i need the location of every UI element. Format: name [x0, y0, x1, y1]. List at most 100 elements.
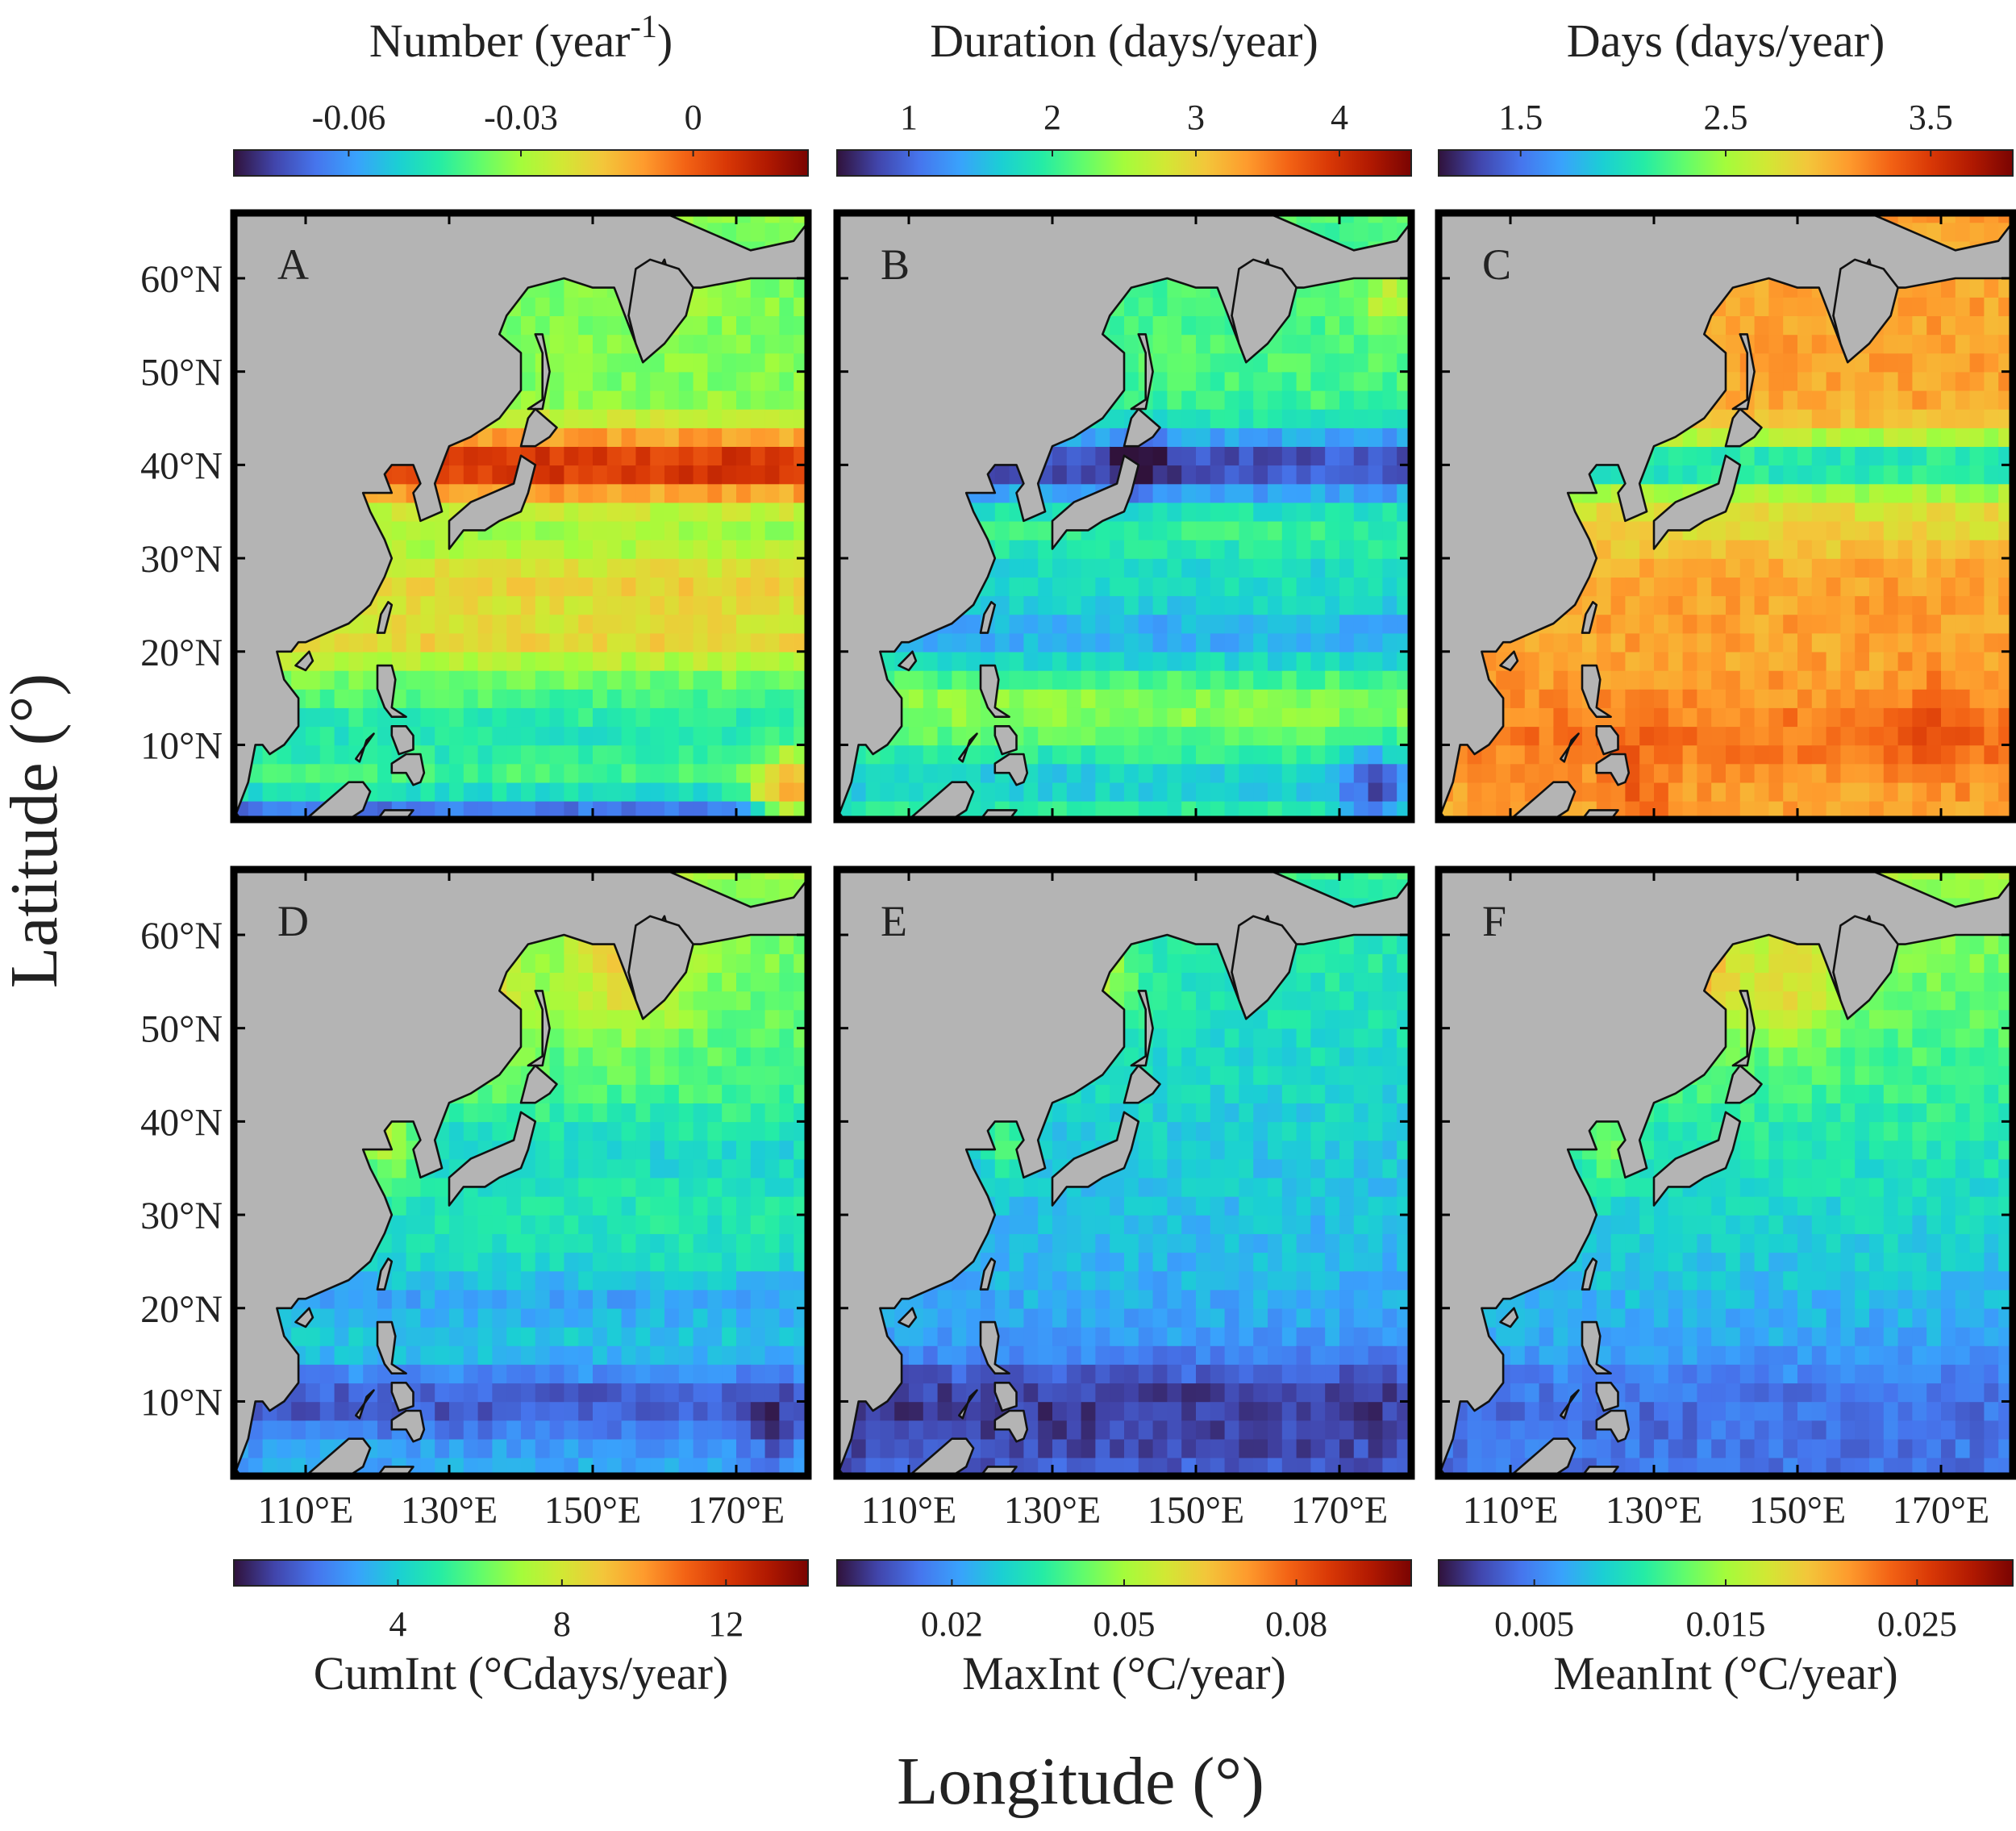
colorbar-gradient	[233, 1559, 809, 1587]
y-tick-label: 60°N	[140, 258, 223, 301]
heatmap-cell	[779, 782, 794, 802]
heatmap-cell	[521, 763, 536, 783]
heatmap-cell	[1625, 744, 1640, 765]
heatmap-cell	[1926, 763, 1942, 783]
heatmap-cell	[291, 1420, 306, 1440]
heatmap-cell	[722, 502, 737, 522]
heatmap-cell	[306, 689, 321, 708]
heatmap-cell	[1081, 689, 1097, 708]
heatmap-cell	[578, 1252, 594, 1272]
heatmap-cell	[635, 744, 651, 765]
heatmap-cell	[435, 726, 450, 746]
heatmap-cell	[1897, 800, 1914, 820]
heatmap-cell	[1926, 483, 1942, 503]
map-panels: A60°N50°N40°N30°N20°N10°NB CD60°N50°N40°N…	[140, 209, 2016, 1532]
heatmap-cell	[1697, 428, 1712, 447]
heatmap-cell	[1081, 446, 1097, 466]
heatmap-cell	[707, 651, 723, 671]
heatmap-cell	[535, 1252, 551, 1272]
heatmap-cell	[506, 1066, 522, 1085]
heatmap-cell	[1124, 390, 1139, 410]
heatmap-cell	[578, 1345, 594, 1365]
heatmap-cell	[1210, 577, 1226, 597]
heatmap-cell	[506, 1401, 522, 1421]
heatmap-cell	[1826, 782, 1842, 802]
heatmap-cell	[363, 689, 378, 708]
heatmap-cell	[1941, 669, 1956, 690]
heatmap-cell	[1840, 689, 1856, 708]
heatmap-cell	[1325, 520, 1340, 540]
heatmap-cell	[1038, 763, 1053, 783]
heatmap-cell	[334, 726, 350, 746]
heatmap-cell	[535, 1345, 551, 1365]
heatmap-cell	[1138, 465, 1154, 485]
heatmap-cell	[449, 1103, 464, 1123]
heatmap-cell	[1167, 800, 1182, 820]
heatmap-cell	[1038, 520, 1053, 540]
heatmap-cell	[535, 577, 551, 597]
heatmap-cell	[1768, 689, 1784, 708]
heatmap-cell	[736, 352, 752, 373]
colorbar-tick-label: -0.03	[484, 98, 558, 137]
heatmap-cell	[1768, 614, 1784, 634]
heatmap-cell	[1826, 726, 1842, 746]
heatmap-cell	[549, 315, 565, 336]
heatmap-cell	[492, 1084, 507, 1103]
heatmap-cell	[865, 782, 881, 802]
heatmap-cell	[1697, 614, 1712, 634]
heatmap-cell	[1941, 614, 1956, 634]
heatmap-cell	[707, 352, 723, 373]
heatmap-cell	[477, 744, 494, 765]
heatmap-cell	[635, 1252, 651, 1272]
heatmap-cell	[449, 669, 464, 690]
heatmap-cell	[1368, 800, 1384, 820]
heatmap-cell	[1181, 669, 1197, 690]
heatmap-cell	[1883, 409, 1899, 428]
heatmap-cell	[1969, 409, 1985, 428]
heatmap-cell	[535, 689, 551, 708]
heatmap-cell	[377, 726, 393, 746]
heatmap-cell	[621, 1345, 637, 1365]
heatmap-cell	[1124, 744, 1139, 765]
heatmap-cell	[506, 651, 522, 671]
heatmap-cell	[1310, 520, 1326, 540]
heatmap-cell	[477, 1364, 494, 1384]
heatmap-cell	[1066, 446, 1082, 466]
heatmap-cell	[1955, 689, 1971, 708]
heatmap-cell	[1196, 726, 1211, 746]
heatmap-cell	[1368, 428, 1384, 447]
heatmap-cell	[1739, 632, 1756, 653]
heatmap-cell	[449, 800, 464, 820]
heatmap-cell	[736, 782, 752, 802]
heatmap-cell	[1281, 409, 1297, 428]
heatmap-cell	[606, 1270, 623, 1291]
heatmap-cell	[1339, 502, 1355, 522]
heatmap-cell	[1196, 334, 1211, 354]
heatmap-cell	[722, 651, 737, 671]
y-tick-label: 20°N	[140, 632, 223, 674]
heatmap-cell	[779, 726, 794, 746]
heatmap-cell	[1181, 297, 1197, 316]
panel-b: B	[833, 209, 1415, 824]
heatmap-cell	[449, 689, 464, 708]
heatmap-cell	[1897, 409, 1914, 428]
heatmap-cell	[722, 352, 737, 373]
heatmap-cell	[277, 1420, 292, 1440]
heatmap-cell	[1783, 483, 1798, 503]
heatmap-cell	[1382, 278, 1397, 298]
heatmap-cell	[377, 1438, 393, 1458]
heatmap-cell	[1668, 707, 1684, 728]
heatmap-cell	[435, 577, 450, 597]
heatmap-cell	[1325, 595, 1340, 615]
heatmap-cell	[1726, 352, 1741, 373]
colorbar-tick-label: 0.015	[1686, 1604, 1766, 1644]
heatmap-cell	[521, 297, 536, 316]
heatmap-cell	[1124, 689, 1139, 708]
heatmap-cell	[449, 1308, 464, 1328]
heatmap-cell	[1869, 539, 1885, 559]
heatmap-cell	[1955, 577, 1971, 597]
heatmap-cell	[1368, 520, 1384, 540]
heatmap-cell	[593, 1252, 608, 1272]
heatmap-cell	[1368, 278, 1384, 298]
heatmap-cell	[1883, 352, 1899, 373]
